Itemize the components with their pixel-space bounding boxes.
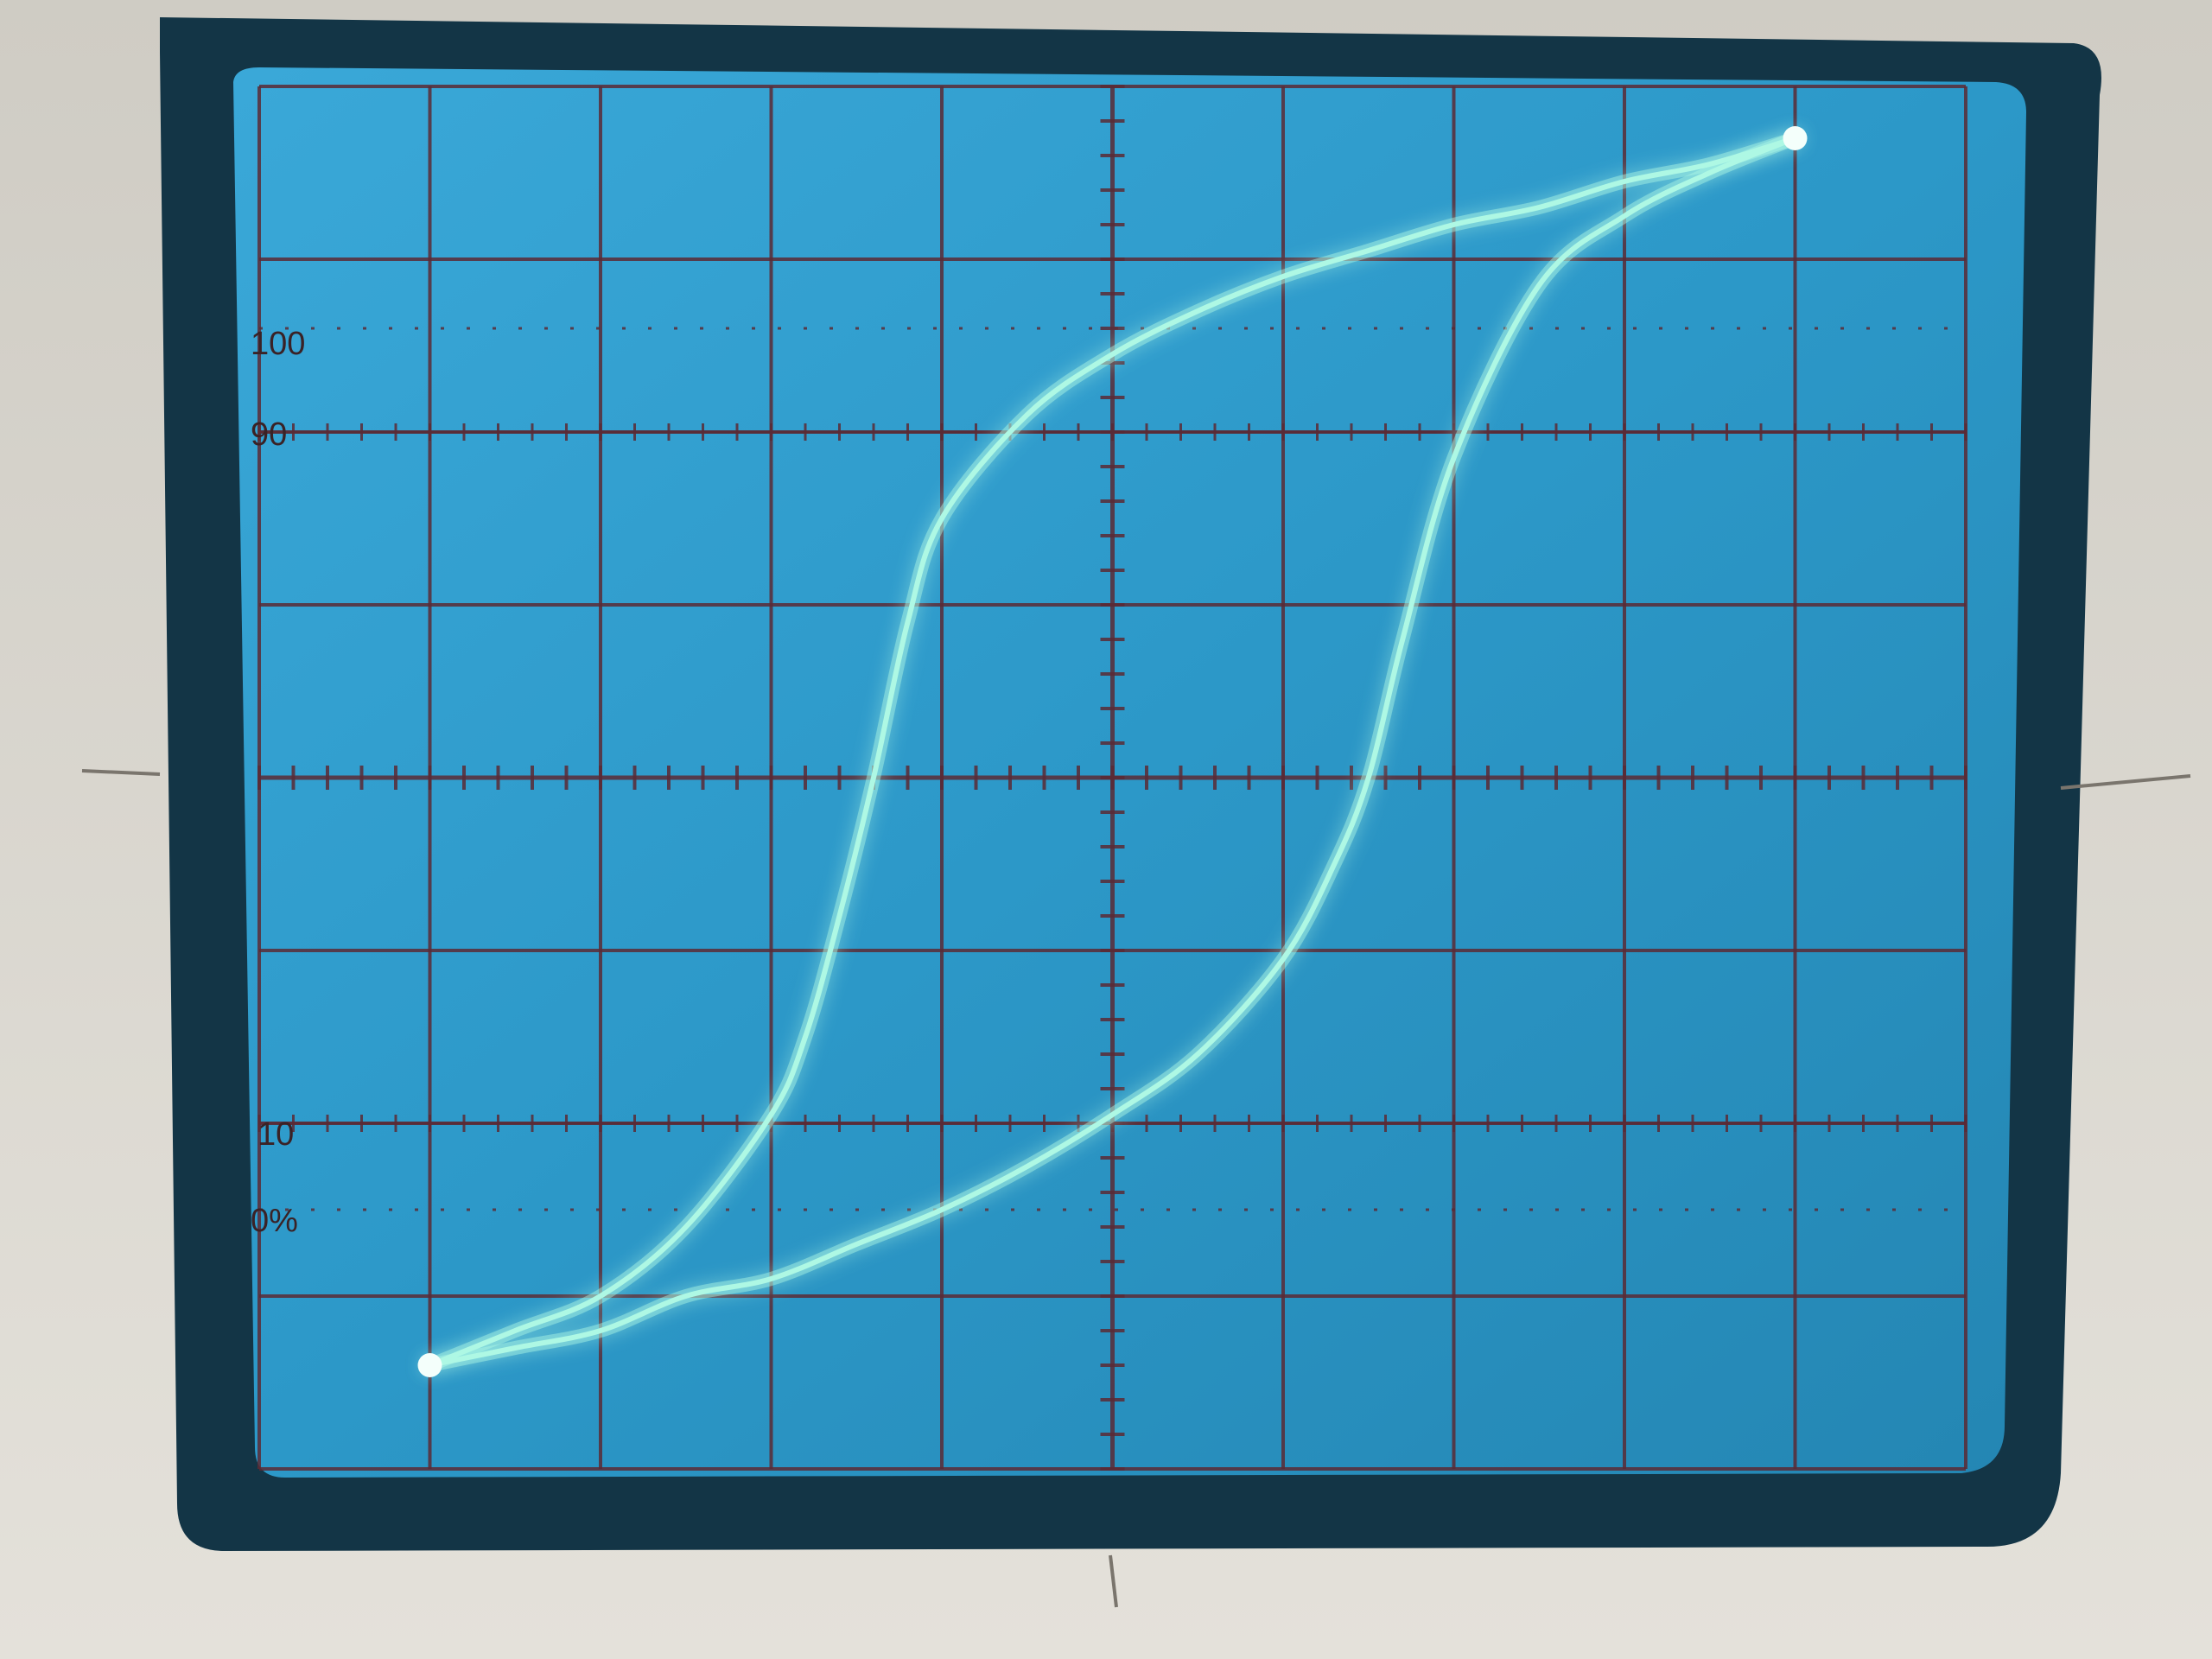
trace-line-0 (427, 136, 1798, 1368)
bezel-mark-bottom (1109, 1554, 1118, 1608)
trace-line-1 (427, 136, 1798, 1368)
scale-label-100: 100 (251, 326, 305, 362)
bezel-mark-right (2060, 774, 2191, 790)
trace-group (417, 126, 1808, 1377)
graticule (257, 85, 1967, 1471)
scale-label-10: 10 (257, 1116, 294, 1153)
trace-endpoint-upper (1783, 126, 1808, 150)
scale-label-90: 90 (251, 416, 287, 453)
crt-screen (233, 67, 2026, 1478)
bezel-mark-left (81, 769, 161, 776)
scale-label-0-percent: 0% (251, 1203, 298, 1239)
trace-endpoint-lower (417, 1353, 442, 1377)
